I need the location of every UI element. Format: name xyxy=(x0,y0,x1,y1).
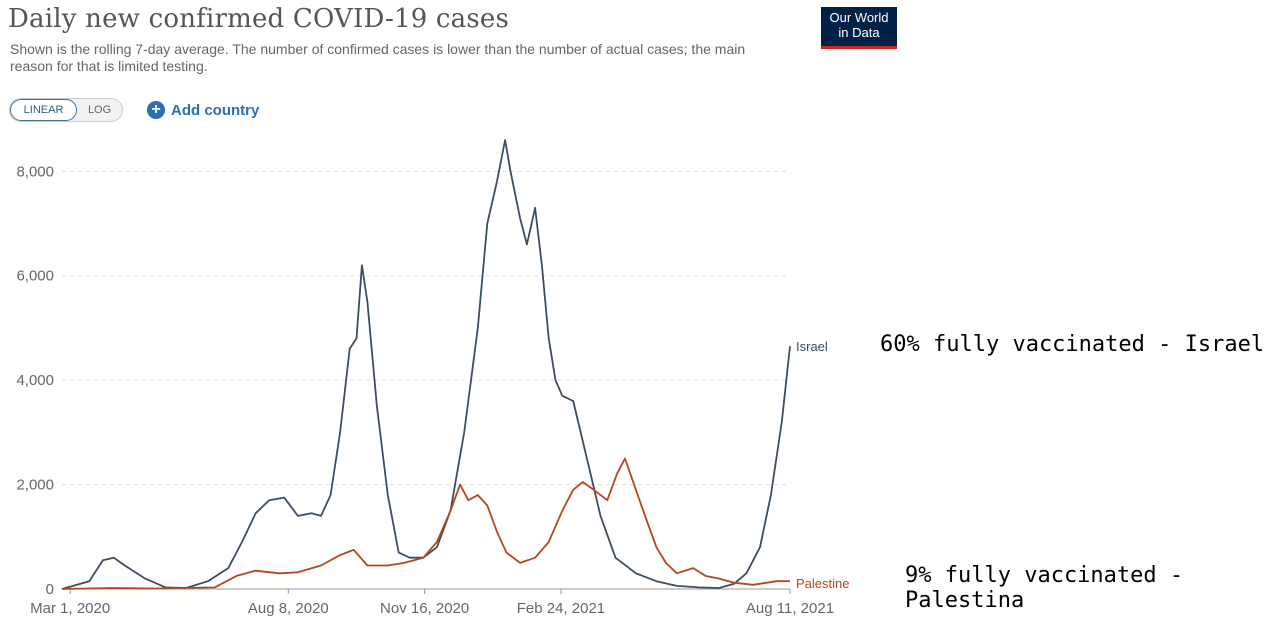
y-tick-label: 2,000 xyxy=(16,477,54,494)
x-tick-label: Feb 24, 2021 xyxy=(517,600,605,617)
series-line-palestine xyxy=(61,457,790,590)
plus-circle-icon: + xyxy=(147,101,165,119)
y-tick-label: 4,000 xyxy=(16,372,54,389)
log-scale-button[interactable]: LOG xyxy=(87,104,112,116)
chart-subtitle: Shown is the rolling 7-day average. The … xyxy=(10,41,746,74)
add-country-label: Add country xyxy=(171,101,260,119)
series-line-israel xyxy=(61,139,791,590)
y-tick-label: 8,000 xyxy=(16,163,54,180)
chart-title: Daily new confirmed COVID-19 cases xyxy=(8,4,510,34)
x-tick-label: Nov 16, 2020 xyxy=(380,600,469,617)
owid-logo[interactable]: Our World in Data xyxy=(821,7,897,49)
series-label-palestine: Palestine xyxy=(796,576,849,591)
logo-line-2: in Data xyxy=(838,25,880,40)
palestine-annotation: 9% fully vaccinated - Palestina xyxy=(905,563,1184,613)
scale-toggle: LINEAR LOG xyxy=(9,98,123,122)
x-tick-label: Aug 8, 2020 xyxy=(248,600,329,617)
y-tick-label: 6,000 xyxy=(16,268,54,285)
y-tick-label: 0 xyxy=(46,581,54,598)
x-tick-label: Aug 11, 2021 xyxy=(746,600,834,617)
x-tick-label: Mar 1, 2020 xyxy=(30,600,110,617)
israel-annotation: 60% fully vaccinated - Israel xyxy=(880,332,1265,357)
series-label-israel: Israel xyxy=(796,339,828,354)
linear-scale-button[interactable]: LINEAR xyxy=(10,99,78,121)
logo-line-1: Our World xyxy=(829,10,889,25)
add-country-button[interactable]: + Add country xyxy=(147,99,259,121)
